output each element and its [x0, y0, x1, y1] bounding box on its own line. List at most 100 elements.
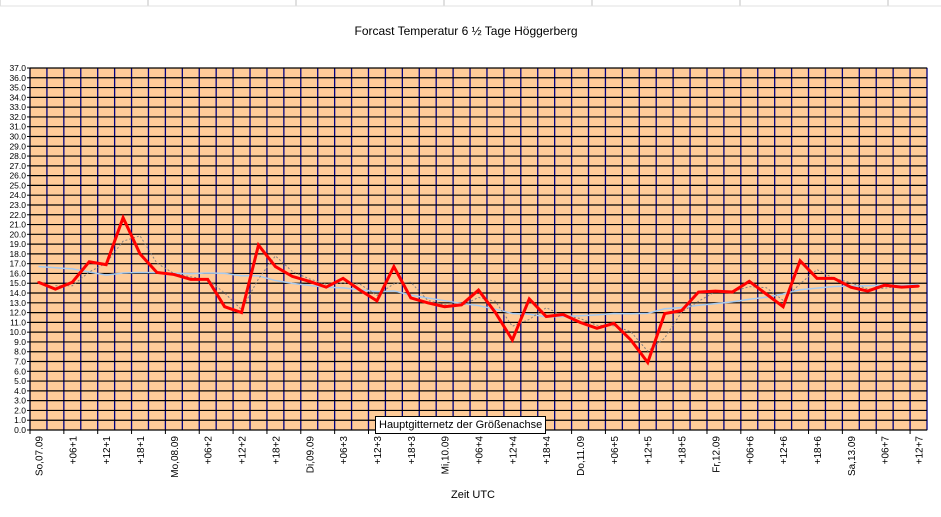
data-point	[138, 252, 142, 256]
y-tick-label: 19.0	[9, 239, 26, 249]
x-tick-label: +06+1	[68, 436, 79, 465]
data-point	[104, 263, 108, 266]
data-point	[392, 265, 396, 268]
data-point	[832, 277, 836, 280]
data-point	[477, 288, 480, 292]
y-tick-label: 4.0	[14, 386, 26, 396]
y-tick-label: 6.0	[14, 366, 26, 376]
x-tick-label: So,07.09	[34, 436, 45, 476]
data-point	[544, 315, 548, 318]
data-point	[71, 281, 74, 284]
x-tick-label: +18+5	[678, 436, 689, 465]
y-tick-label: 18.0	[9, 249, 26, 259]
y-tick-label: 22.0	[9, 210, 26, 220]
y-tick-label: 28.0	[9, 151, 26, 161]
y-tick-label: 35.0	[9, 83, 26, 93]
y-tick-label: 1.0	[14, 415, 26, 425]
y-tick-label: 37.0	[9, 63, 26, 73]
data-point	[680, 309, 683, 312]
data-point	[917, 284, 920, 288]
x-tick-label: +18+1	[136, 436, 147, 465]
data-point	[697, 290, 700, 294]
data-point	[900, 285, 903, 289]
data-point	[578, 321, 582, 324]
y-tick-label: 24.0	[9, 190, 26, 200]
y-tick-label: 15.0	[9, 278, 26, 288]
data-point	[765, 292, 768, 296]
data-point	[240, 311, 243, 314]
data-point	[426, 301, 429, 305]
data-point	[443, 305, 446, 308]
y-tick-label: 0.0	[14, 425, 26, 435]
y-tick-label: 23.0	[9, 200, 26, 210]
y-tick-label: 32.0	[9, 112, 26, 122]
y-tick-label: 2.0	[14, 405, 26, 415]
data-point	[663, 312, 666, 315]
x-tick-label: +12+3	[373, 436, 384, 465]
x-tick-label: +12+4	[508, 436, 519, 465]
data-point	[561, 313, 565, 316]
y-tick-label: 36.0	[9, 73, 26, 83]
x-tick-label: +06+5	[610, 436, 621, 465]
x-tick-label: Di,09.09	[305, 436, 316, 474]
y-tick-label: 12.0	[9, 308, 26, 318]
y-tick-label: 31.0	[9, 122, 26, 132]
data-point	[612, 322, 616, 325]
x-tick-label: Sa,13.09	[847, 436, 858, 476]
y-tick-label: 20.0	[9, 229, 26, 239]
y-tick-label: 30.0	[9, 131, 26, 141]
x-tick-label: +06+6	[745, 436, 756, 465]
data-point	[274, 265, 277, 268]
data-point	[409, 296, 413, 300]
y-tick-label: 9.0	[14, 337, 26, 347]
data-point	[375, 299, 379, 303]
y-tick-label: 17.0	[9, 259, 26, 269]
data-point	[206, 278, 209, 281]
data-point	[849, 285, 853, 289]
data-point	[883, 284, 886, 287]
data-point	[731, 290, 734, 294]
data-point	[595, 327, 599, 330]
y-tick-label: 7.0	[14, 357, 26, 367]
x-tick-label: +18+4	[542, 436, 553, 465]
x-tick-label: +06+2	[204, 436, 215, 465]
x-tick-label: +12+6	[779, 436, 790, 465]
data-point	[155, 271, 159, 274]
x-tick-label: +06+3	[339, 436, 350, 465]
plot-area	[29, 67, 928, 431]
x-tick-label: +06+4	[475, 436, 486, 465]
x-tick-label: +18+2	[271, 436, 282, 465]
y-tick-label: 21.0	[9, 220, 26, 230]
data-point	[511, 338, 514, 342]
data-point	[172, 273, 176, 276]
y-tick-label: 11.0	[10, 317, 26, 327]
x-tick-label: Fr,12.09	[711, 436, 722, 473]
y-tick-label: 14.0	[9, 288, 26, 298]
data-point	[324, 285, 328, 289]
chart-title: Forcast Temperatur 6 ½ Tage Höggerberg	[354, 24, 577, 38]
x-axis-title: Zeit UTC	[451, 489, 495, 501]
x-tick-label: +18+3	[407, 436, 418, 465]
x-tick-label: Mo,08.09	[170, 436, 181, 478]
data-point	[748, 280, 751, 283]
x-tick-label: +12+1	[102, 436, 113, 465]
y-tick-label: 5.0	[14, 376, 26, 386]
data-point	[223, 305, 226, 308]
x-tick-label: Mi,10.09	[441, 436, 452, 475]
data-point	[714, 289, 717, 293]
x-tick-label: +12+5	[644, 436, 655, 465]
x-tick-label: +12+7	[915, 436, 926, 465]
data-point	[781, 305, 785, 308]
y-tick-label: 10.0	[9, 327, 26, 337]
y-tick-label: 3.0	[14, 396, 26, 406]
y-tick-label: 13.0	[9, 298, 26, 308]
x-tick-label: +06+7	[881, 436, 892, 465]
data-point	[629, 338, 633, 342]
data-point	[121, 216, 125, 219]
data-point	[54, 287, 57, 291]
data-point	[798, 259, 802, 262]
data-point	[291, 275, 294, 278]
y-tick-label: 27.0	[9, 161, 26, 171]
gridline-tooltip: Hauptgitternetz der Größenachse	[375, 416, 547, 434]
